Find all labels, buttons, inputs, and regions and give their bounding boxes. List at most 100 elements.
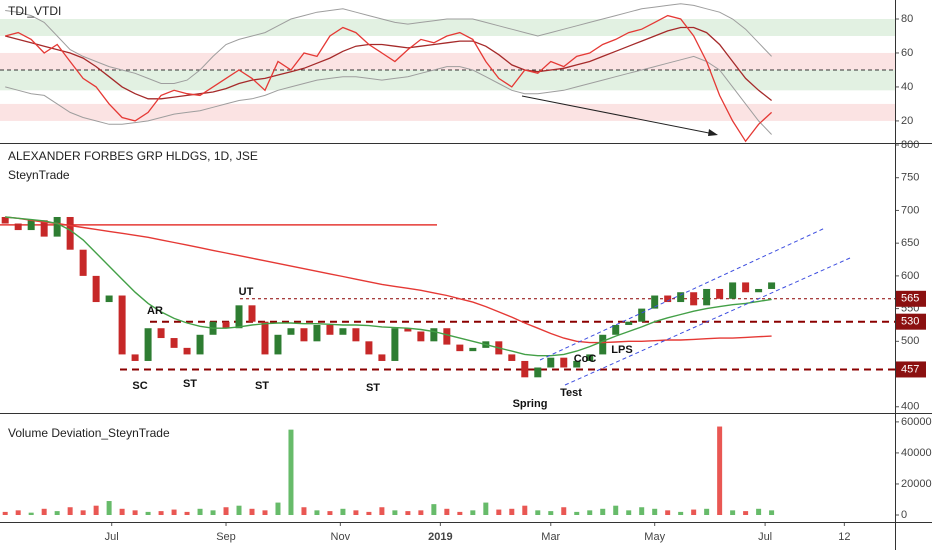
candle — [131, 354, 139, 361]
volume-bar — [483, 502, 489, 515]
line-series — [5, 216, 772, 357]
x-tick-label: 12 — [838, 531, 850, 543]
price-subtitle: SteynTrade — [8, 168, 70, 182]
volume-bar — [119, 508, 125, 515]
candle — [599, 334, 607, 355]
candle — [352, 328, 360, 342]
candle — [690, 292, 698, 306]
divergence-arrow — [521, 95, 715, 135]
volume-bar — [93, 505, 99, 515]
y-tick-label: 60 — [901, 47, 913, 59]
candle — [183, 347, 191, 355]
candle — [313, 324, 321, 342]
candle — [339, 328, 347, 335]
level-tag — [896, 361, 926, 378]
annotation: ST — [255, 380, 269, 392]
volume-bar — [730, 510, 736, 515]
volume-bar — [80, 510, 86, 515]
candle — [677, 292, 685, 303]
annotation: LPS — [611, 344, 632, 356]
volume-bar — [405, 511, 411, 515]
y-tick-label: 20000000 — [901, 478, 932, 490]
zone — [0, 103, 895, 121]
y-tick-label: 650 — [901, 237, 919, 249]
level-label: 565 — [901, 293, 919, 305]
candle — [326, 324, 334, 335]
candle — [274, 334, 282, 355]
volume-bar — [132, 510, 138, 515]
volume-bar — [41, 508, 47, 515]
volume-bar — [210, 510, 216, 515]
zone — [0, 18, 895, 36]
candle — [66, 216, 74, 250]
level-label: 457 — [901, 363, 919, 375]
candle — [612, 324, 620, 335]
candle — [768, 282, 776, 289]
y-tick-label: 400 — [901, 401, 919, 413]
candle — [287, 328, 295, 335]
volume-bar — [639, 507, 645, 515]
annotation: UT — [239, 286, 254, 298]
candle — [443, 328, 451, 345]
volume-bar — [392, 510, 398, 515]
volume-bar — [600, 508, 606, 515]
volume-bar — [522, 505, 528, 515]
volume-bar — [28, 512, 34, 515]
line-series — [5, 55, 772, 135]
y-tick-label: 700 — [901, 204, 919, 216]
candle — [716, 288, 724, 299]
candle — [625, 321, 633, 325]
x-tick-label: Mar — [541, 531, 560, 543]
candle — [1, 216, 9, 224]
y-tick-label: 800 — [901, 139, 919, 151]
volume-bar — [756, 508, 762, 515]
annotation: Spring — [513, 398, 548, 410]
candle — [300, 328, 308, 342]
candle — [469, 347, 477, 352]
candle — [144, 328, 152, 361]
tdi-title: TDI_VTDI — [8, 4, 61, 18]
candle — [586, 354, 594, 361]
candle — [14, 223, 22, 231]
candle — [417, 331, 425, 342]
volume-bar — [106, 501, 112, 515]
volume-bar — [665, 510, 671, 515]
candle — [378, 354, 386, 361]
candle — [118, 295, 126, 355]
volume-bar — [145, 511, 151, 515]
volume-bar — [574, 511, 580, 515]
volume-bar — [288, 429, 294, 515]
candle — [742, 282, 750, 293]
level-tag — [896, 313, 926, 330]
line-series — [5, 216, 772, 344]
volume-bar — [223, 507, 229, 515]
candle — [196, 334, 204, 355]
y-tick-label: 600 — [901, 270, 919, 282]
annotation: ST — [183, 378, 197, 390]
volume-bar — [535, 510, 541, 515]
candle — [53, 216, 61, 237]
volume-bar — [691, 509, 697, 515]
volume-bar — [717, 426, 723, 515]
candle — [534, 367, 542, 378]
candle — [261, 321, 269, 355]
plot-layer: 2040608040045050055060065070075080056553… — [0, 3, 932, 543]
candle — [40, 220, 48, 237]
candle — [27, 220, 35, 231]
volume-bar — [457, 511, 463, 515]
volume-bar — [67, 507, 73, 515]
candle — [248, 305, 256, 322]
price-title: ALEXANDER FORBES GRP HLDGS, 1D, JSE — [8, 149, 258, 163]
volume-bar — [15, 510, 21, 515]
y-tick-label: 40000000 — [901, 447, 932, 459]
candle — [521, 360, 529, 378]
volume-bar — [275, 502, 281, 515]
x-tick-label: Sep — [216, 531, 236, 543]
line-series — [5, 26, 773, 102]
candle — [404, 328, 412, 332]
level-label: 530 — [901, 316, 919, 328]
candle — [755, 288, 763, 293]
candle — [729, 282, 737, 299]
volume-title: Volume Deviation_SteynTrade — [8, 426, 170, 440]
candle — [105, 295, 113, 303]
